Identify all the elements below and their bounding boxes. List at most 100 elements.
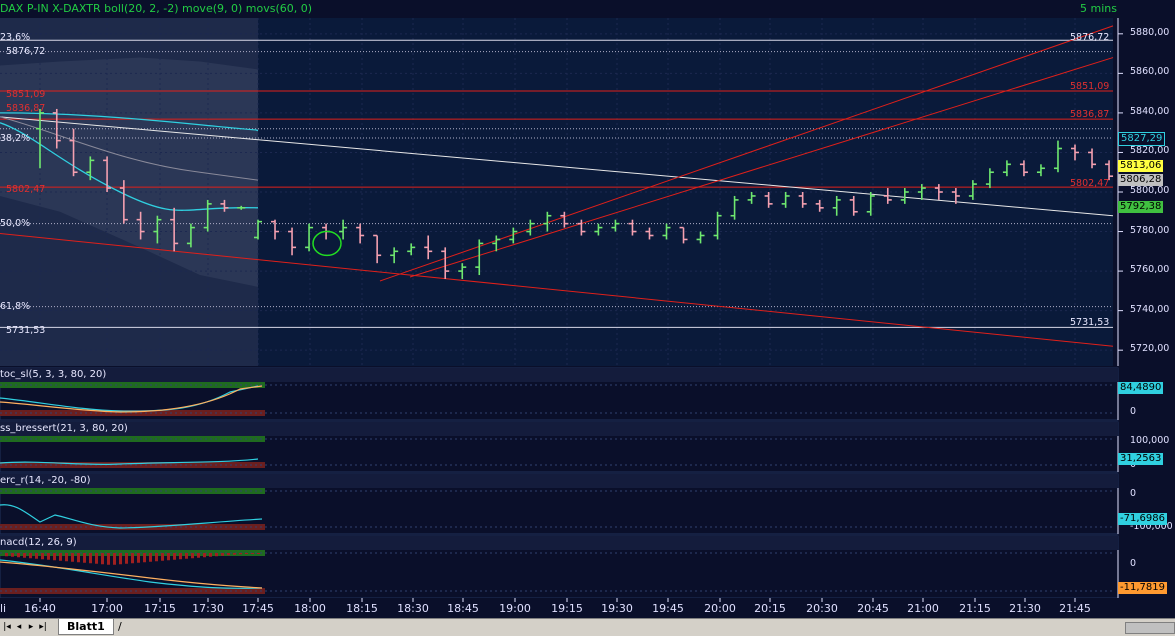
ohlc-bar — [390, 247, 399, 264]
ohlc-bar — [985, 168, 994, 189]
macd-histogram-bar — [227, 553, 230, 556]
ohlc-bar — [679, 226, 688, 244]
x-axis-label: 18:30 — [397, 602, 429, 615]
left-level-label: 38,2% — [0, 132, 31, 144]
right-level-label: 5802,47 — [1070, 178, 1110, 190]
ohlc-bar — [883, 188, 892, 204]
indicator-label: toc_sl(5, 3, 3, 80, 20) — [0, 369, 107, 380]
ohlc-bar — [271, 219, 280, 240]
right-level-label: 5836,87 — [1070, 108, 1110, 120]
macd-histogram-bar — [125, 553, 128, 564]
ohlc-bar — [594, 223, 603, 236]
x-axis-label: 21:45 — [1059, 602, 1091, 615]
x-axis-label: 19:30 — [601, 602, 633, 615]
indicator-ob-band — [0, 436, 265, 442]
title-text: X-DAXTR boll(20, 2, -2) move(9, 0) movs(… — [52, 2, 313, 15]
macd-histogram-bar — [17, 553, 20, 558]
x-axis-label: 16:40 — [24, 602, 56, 615]
macd-histogram-bar — [149, 553, 152, 562]
trend-line-white — [0, 116, 1114, 217]
ohlc-bar — [1105, 160, 1114, 181]
macd-histogram-bar — [41, 553, 44, 560]
ohlc-bar — [917, 184, 926, 200]
macd-histogram-bar — [23, 553, 26, 558]
last-sheet-icon[interactable]: ▸| — [39, 622, 47, 632]
ohlc-bar — [203, 199, 212, 232]
macd-histogram-bar — [203, 553, 206, 558]
left-level-label: 23,6% — [0, 31, 31, 43]
x-axis-label: 19:45 — [652, 602, 684, 615]
macd-histogram-bar — [5, 553, 8, 557]
ohlc-bar — [52, 108, 61, 149]
macd-line — [0, 559, 263, 589]
ohlc-bar — [628, 219, 637, 236]
ohlc-bar — [747, 192, 756, 204]
horizontal-scrollbar[interactable] — [1125, 622, 1175, 634]
ohlc-bar — [815, 199, 824, 212]
right-level-label: 5876,72 — [1070, 31, 1110, 43]
indicator-axis-label: 100,000 — [1130, 435, 1170, 446]
indicator-os-band — [0, 410, 265, 416]
macd-histogram-bar — [47, 553, 50, 560]
price-chart[interactable] — [0, 0, 1175, 618]
x-axis-label: 20:15 — [754, 602, 786, 615]
left-level-label: 5851,09 — [6, 89, 46, 101]
next-sheet-icon[interactable]: ▸ — [28, 622, 34, 632]
left-level-label: 5836,87 — [6, 102, 46, 114]
trend-line-red-channel-bottom — [409, 57, 1114, 278]
moving-average-lower — [0, 122, 259, 211]
ohlc-bar — [781, 192, 790, 208]
x-axis-label: 17:00 — [91, 602, 123, 615]
ohlc-bar — [237, 205, 246, 210]
price-axis-label: 5720,00 — [1130, 343, 1170, 355]
moving-average-cyan — [0, 112, 259, 132]
ohlc-bar — [968, 180, 977, 200]
ohlc-bar — [407, 243, 416, 256]
macd-histogram-bar — [59, 553, 62, 561]
macd-histogram-bar — [113, 553, 116, 565]
sheet-tab-blatt1[interactable]: Blatt1 — [58, 619, 114, 635]
price-box: 5806,28 — [1118, 173, 1164, 186]
ohlc-bar — [611, 219, 620, 232]
macd-histogram-bar — [167, 553, 170, 561]
macd-histogram-bar — [161, 553, 164, 561]
ohlc-bar — [1019, 160, 1028, 177]
ohlc-bar — [441, 247, 450, 279]
indicator-axis-label: 0 — [1130, 488, 1137, 499]
indicator-value-box: -71,6986 — [1118, 513, 1167, 525]
indicator-header-bg — [0, 422, 1118, 436]
macd-histogram-bar — [29, 553, 32, 559]
ohlc-bar — [305, 223, 314, 252]
x-axis-label: 18:00 — [294, 602, 326, 615]
williams-line — [0, 504, 263, 529]
x-axis-label: 21:30 — [1009, 602, 1041, 615]
macd-histogram-bar — [155, 553, 158, 562]
ohlc-bar — [36, 108, 44, 169]
macd-histogram-bar — [257, 553, 260, 554]
ohlc-bar — [339, 219, 348, 240]
new-sheet-tab[interactable]: / — [118, 620, 122, 633]
macd-histogram-bar — [221, 553, 224, 556]
ohlc-bar — [866, 192, 875, 216]
title-prefix: DAX P-IN — [0, 2, 49, 15]
ohlc-bar — [186, 223, 195, 248]
x-axis-bg — [0, 598, 1175, 618]
first-sheet-icon[interactable]: |◂ — [3, 622, 11, 632]
left-level-label: 61,8% — [0, 300, 31, 312]
x-axis-label: 20:45 — [857, 602, 889, 615]
ohlc-bar — [713, 211, 722, 240]
prev-sheet-icon[interactable]: ◂ — [16, 622, 22, 632]
macd-histogram-bar — [173, 553, 176, 560]
price-axis-label: 5800,00 — [1130, 185, 1170, 196]
macd-histogram-bar — [197, 553, 200, 558]
indicator-value-box: 31,2563 — [1118, 453, 1164, 465]
ohlc-bar — [696, 231, 705, 244]
macd-signal-line — [0, 561, 263, 589]
indicator-axis-label: -100,000 — [1130, 521, 1173, 532]
timeframe-label: 5 mins — [1080, 2, 1117, 15]
macd-histogram-bar — [245, 553, 248, 554]
x-axis-stub: li — [0, 602, 7, 615]
x-axis-label: 17:30 — [192, 602, 224, 615]
ohlc-bar — [730, 195, 739, 220]
macd-histogram-bar — [77, 553, 80, 563]
